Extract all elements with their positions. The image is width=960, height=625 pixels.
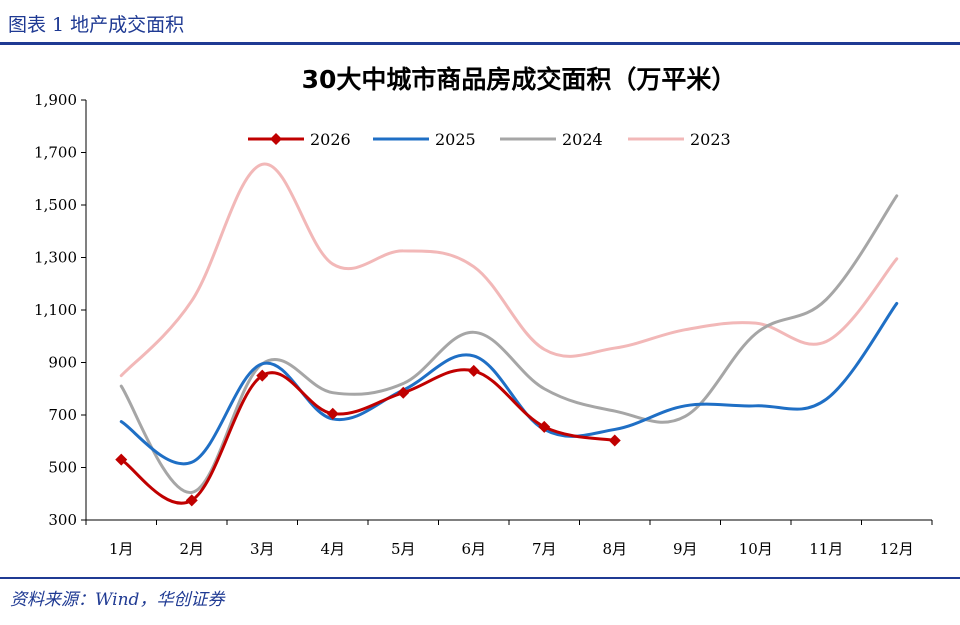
- legend-label-2025: 2025: [435, 130, 476, 149]
- data-point-2026: [397, 386, 410, 399]
- series-line-2023: [119, 162, 899, 378]
- series-line-2026: [119, 368, 617, 505]
- x-tick-label: 5月: [391, 540, 416, 558]
- y-tick-label: 1,900: [34, 91, 77, 109]
- footer-rule: [0, 577, 960, 579]
- legend-label-2026: 2026: [310, 130, 351, 149]
- legend-label-2023: 2023: [690, 130, 731, 149]
- y-tick-label: 1,700: [34, 144, 77, 162]
- data-point-2026: [538, 420, 551, 433]
- x-tick-label: 2月: [179, 540, 204, 558]
- y-tick-label: 1,100: [34, 301, 77, 319]
- y-tick-label: 1,300: [34, 249, 77, 267]
- x-tick-label: 7月: [532, 540, 557, 558]
- y-tick-label: 900: [48, 354, 77, 372]
- x-tick-label: 11月: [809, 540, 843, 558]
- data-point-2026: [185, 494, 198, 507]
- x-tick-label: 6月: [461, 540, 486, 558]
- x-tick-label: 8月: [602, 540, 627, 558]
- series-line-2024: [119, 194, 899, 494]
- x-tick-label: 4月: [320, 540, 345, 558]
- legend-marker-2026: [270, 133, 282, 145]
- figure-source: 资料来源：Wind，华创证券: [10, 590, 225, 610]
- series-line-2025: [119, 301, 899, 466]
- data-point-2026: [256, 369, 269, 382]
- x-tick-label: 9月: [673, 540, 698, 558]
- y-tick-label: 1,500: [34, 196, 77, 214]
- data-point-2026: [326, 407, 339, 420]
- data-point-2026: [608, 434, 621, 447]
- x-tick-label: 12月: [880, 540, 914, 558]
- figure-title: 图表 1 地产成交面积: [8, 14, 185, 36]
- x-tick-label: 10月: [739, 540, 773, 558]
- figure-header: 图表 1 地产成交面积: [0, 0, 960, 44]
- data-point-2026: [467, 364, 480, 377]
- y-tick-label: 300: [48, 511, 77, 529]
- x-tick-label: 1月: [109, 540, 134, 558]
- chart-title: 30大中城市商品房成交面积（万平米）: [302, 65, 737, 94]
- header-rule: [0, 42, 960, 45]
- y-tick-label: 700: [48, 406, 77, 424]
- x-tick-label: 3月: [250, 540, 275, 558]
- data-point-2026: [115, 453, 128, 466]
- legend-label-2024: 2024: [562, 130, 603, 149]
- y-tick-label: 500: [48, 459, 77, 477]
